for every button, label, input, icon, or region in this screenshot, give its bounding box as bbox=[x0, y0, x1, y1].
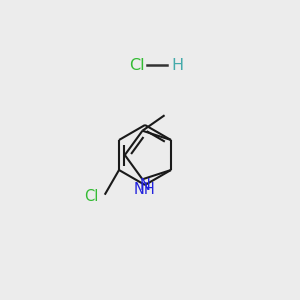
Text: NH: NH bbox=[134, 182, 155, 197]
Text: H: H bbox=[171, 58, 183, 73]
Text: Cl: Cl bbox=[84, 189, 99, 204]
Text: N: N bbox=[140, 178, 150, 193]
Text: Cl: Cl bbox=[129, 58, 145, 73]
